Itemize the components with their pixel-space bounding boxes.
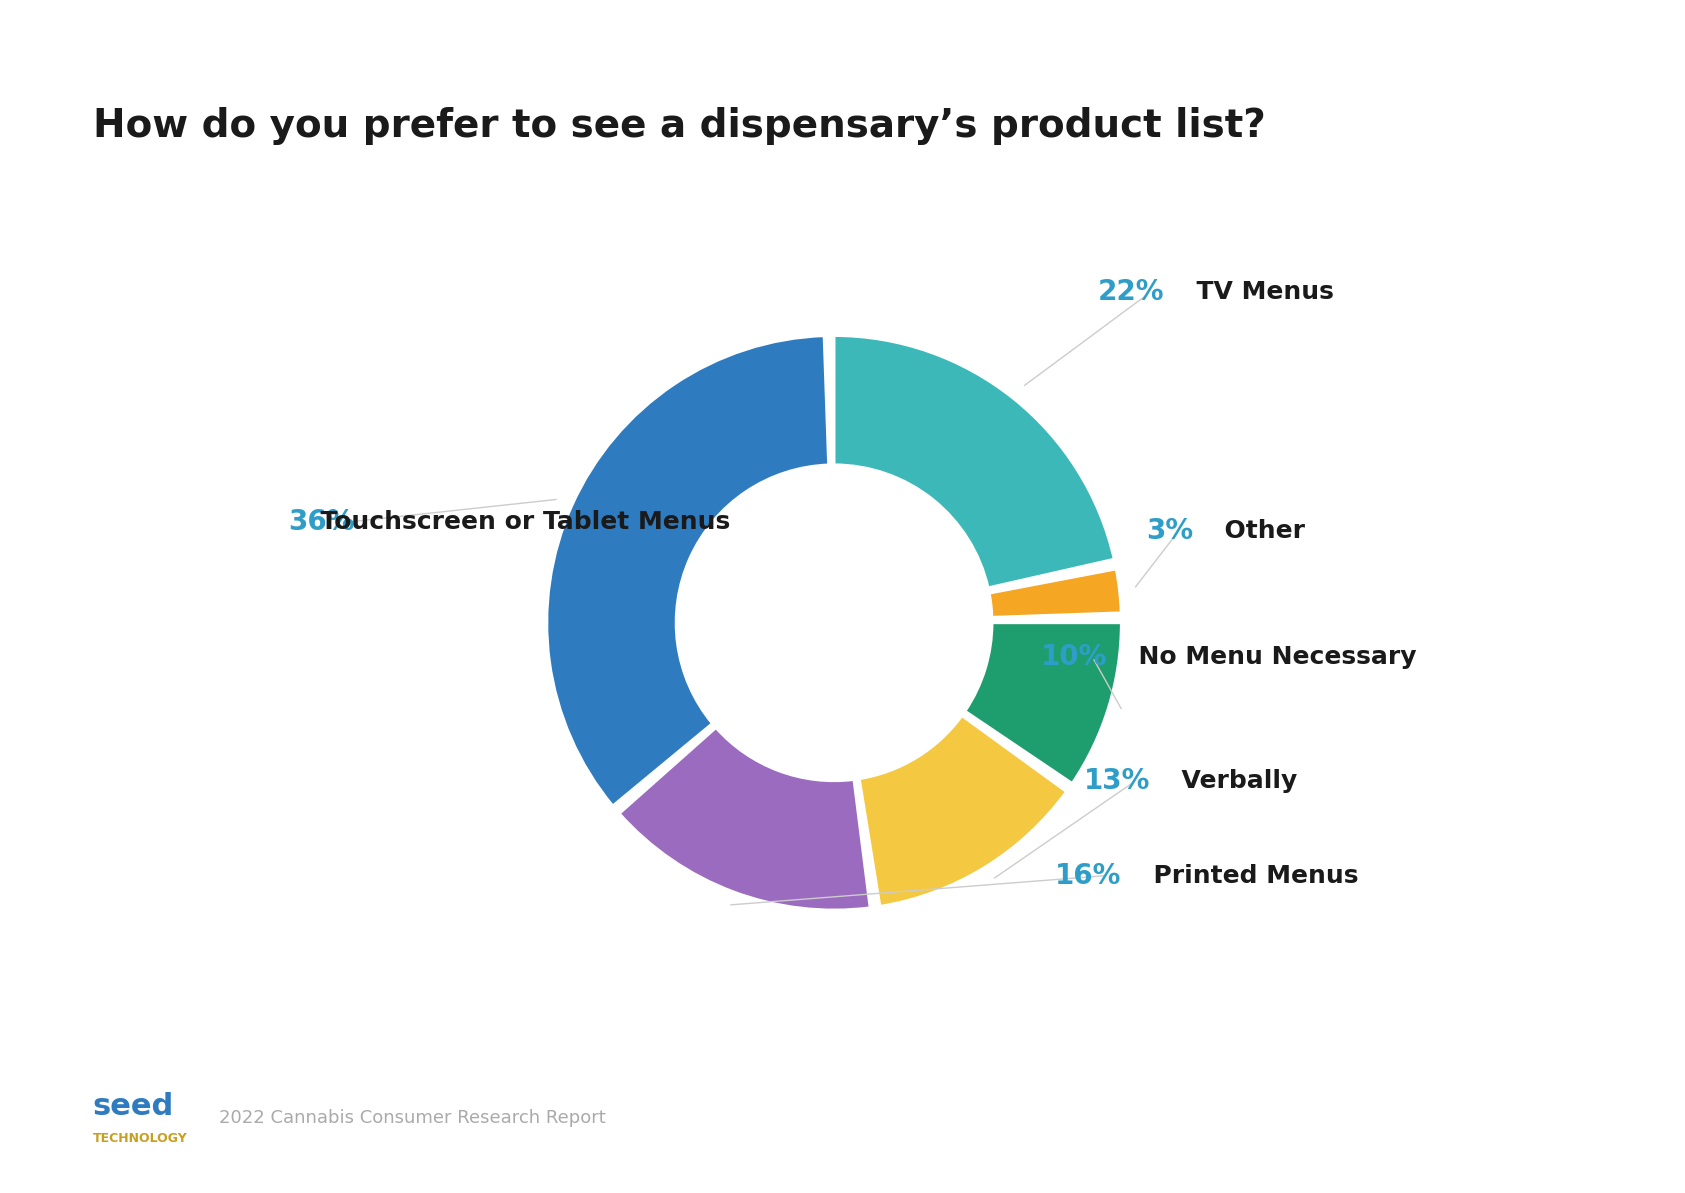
Text: 22%: 22% (1099, 278, 1164, 307)
Text: 2022 Cannabis Consumer Research Report: 2022 Cannabis Consumer Research Report (219, 1109, 607, 1127)
Text: Other: Other (1208, 519, 1306, 543)
Wedge shape (548, 335, 829, 805)
Wedge shape (834, 335, 1114, 588)
Text: 10%: 10% (1041, 643, 1107, 672)
Text: Printed Menus: Printed Menus (1136, 864, 1358, 888)
Wedge shape (966, 623, 1121, 784)
Text: 16%: 16% (1055, 861, 1121, 890)
Text: 36%: 36% (288, 508, 356, 537)
Wedge shape (620, 728, 869, 910)
Text: TV Menus: TV Menus (1180, 280, 1333, 304)
Text: 13%: 13% (1083, 767, 1149, 795)
Text: 3%: 3% (1146, 517, 1193, 545)
Wedge shape (989, 569, 1121, 617)
Text: TECHNOLOGY: TECHNOLOGY (93, 1132, 187, 1145)
Wedge shape (859, 716, 1067, 907)
Text: seed: seed (93, 1093, 174, 1121)
Text: How do you prefer to see a dispensary’s product list?: How do you prefer to see a dispensary’s … (93, 107, 1265, 146)
Text: No Menu Necessary: No Menu Necessary (1121, 645, 1417, 669)
Text: Verbally: Verbally (1164, 768, 1297, 793)
Text: Touchscreen or Tablet Menus: Touchscreen or Tablet Menus (303, 511, 730, 534)
